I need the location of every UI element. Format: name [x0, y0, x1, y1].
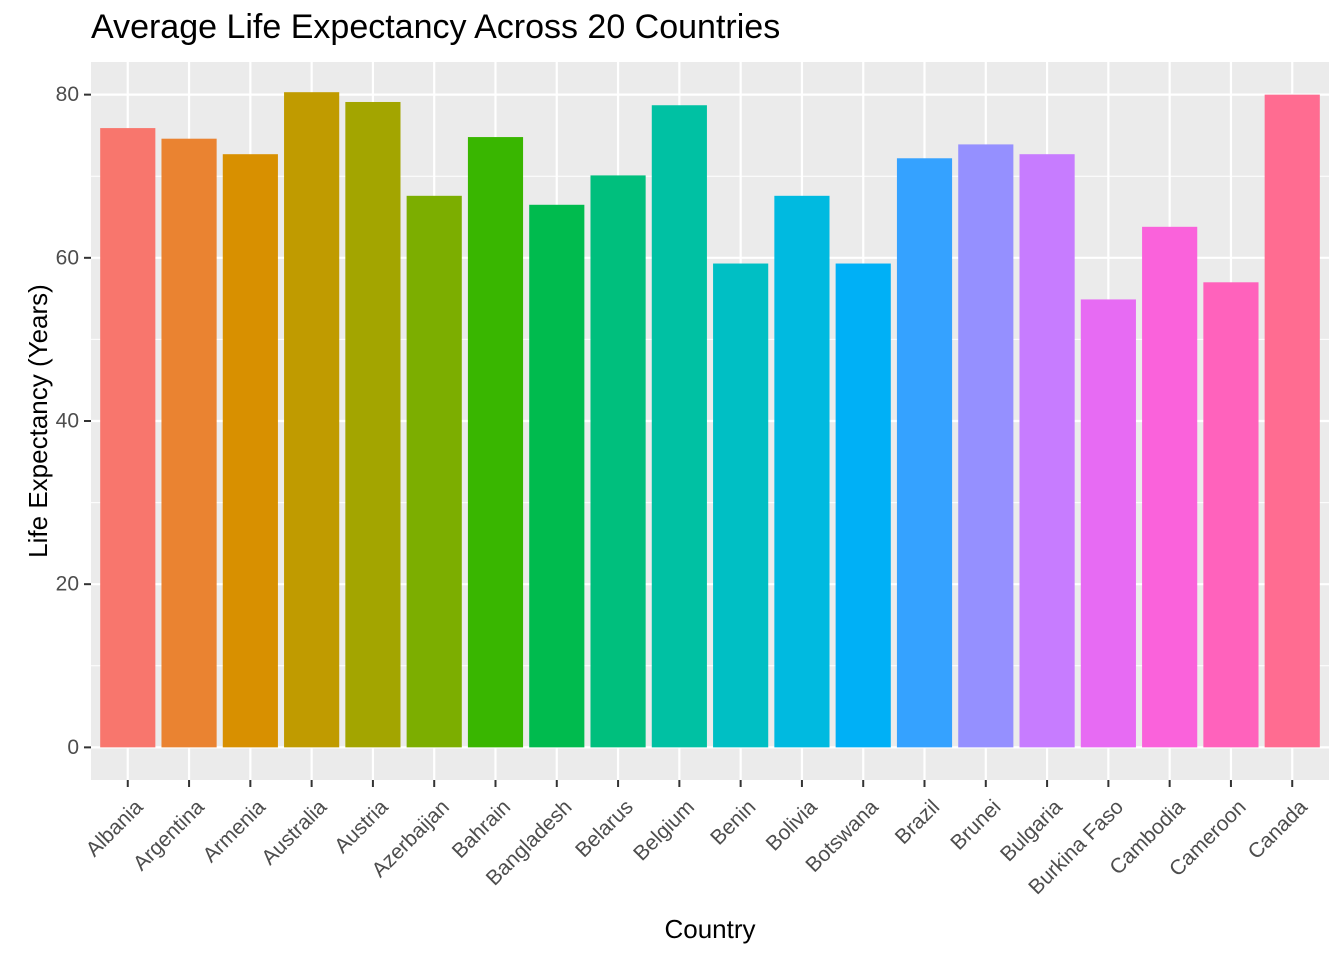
bar-botswana — [835, 263, 891, 748]
chart-title: Average Life Expectancy Across 20 Countr… — [91, 8, 781, 46]
bar-canada — [1264, 94, 1320, 748]
bar-australia — [284, 92, 340, 748]
bar-cameroon — [1203, 282, 1259, 748]
bar-bulgaria — [1019, 154, 1075, 748]
x-tick-label: Belarus — [571, 795, 638, 862]
x-tick-label: Benin — [706, 795, 760, 849]
y-tick-label: 60 — [56, 246, 79, 269]
x-axis-title: Country — [664, 914, 755, 944]
y-tick-label: 40 — [56, 410, 79, 433]
x-tick-label: Bolivia — [762, 795, 822, 855]
bar-bahrain — [467, 137, 524, 748]
bar-azerbaijan — [406, 195, 462, 748]
bar-albania — [100, 128, 156, 748]
bar-armenia — [222, 154, 278, 748]
bar-belarus — [590, 175, 646, 748]
bar-benin — [713, 263, 769, 748]
x-tick-label: Australia — [257, 795, 331, 869]
bar-bangladesh — [529, 204, 585, 748]
bar-bolivia — [774, 195, 830, 748]
bar-belgium — [651, 105, 707, 748]
y-tick-label: 80 — [56, 83, 79, 106]
y-axis-title: Life Expectancy (Years) — [23, 284, 53, 558]
bar-austria — [345, 101, 401, 748]
y-tick-label: 0 — [67, 736, 79, 759]
bars-layer — [100, 92, 1320, 748]
x-tick-label: Canada — [1244, 795, 1313, 864]
bar-argentina — [161, 138, 217, 748]
bar-brazil — [896, 158, 953, 748]
bar-cambodia — [1142, 226, 1198, 748]
bar-brunei — [958, 144, 1014, 748]
bar-burkina-faso — [1080, 299, 1136, 748]
x-tick-label: Belgium — [629, 795, 699, 865]
y-tick-label: 20 — [56, 573, 79, 596]
x-tick-label: Brazil — [891, 795, 944, 848]
x-tick-label: Brunei — [946, 795, 1005, 854]
